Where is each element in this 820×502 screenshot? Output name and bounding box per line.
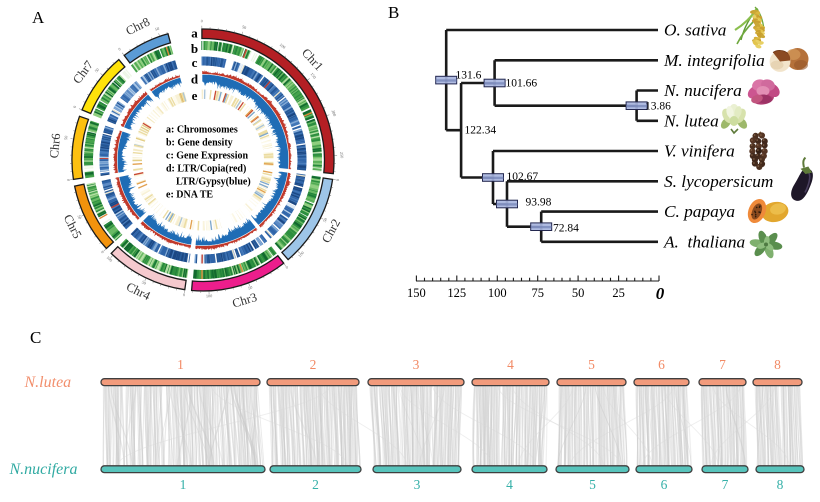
svg-text:C. papaya: C. papaya [664, 202, 735, 221]
svg-text:100: 100 [297, 250, 305, 258]
svg-text:50: 50 [241, 24, 246, 30]
svg-text:1: 1 [177, 357, 184, 372]
svg-text:A. thaliana: A. thaliana [663, 232, 745, 251]
svg-text:25: 25 [612, 286, 625, 300]
svg-text:6: 6 [658, 357, 665, 372]
svg-text:0: 0 [183, 292, 186, 297]
svg-text:2: 2 [312, 477, 319, 492]
svg-text:93.98: 93.98 [526, 197, 552, 209]
svg-text:50: 50 [94, 67, 101, 73]
svg-text:0: 0 [72, 105, 77, 109]
svg-text:122.34: 122.34 [465, 125, 497, 137]
svg-text:S. lycopersicum: S. lycopersicum [664, 172, 773, 191]
svg-text:Chr6: Chr6 [47, 133, 63, 159]
svg-text:4: 4 [507, 357, 514, 372]
svg-text:5: 5 [589, 477, 596, 492]
svg-text:72.84: 72.84 [553, 223, 579, 235]
svg-text:50: 50 [154, 26, 160, 32]
svg-text:50: 50 [63, 135, 69, 140]
svg-text:150: 150 [407, 286, 426, 300]
svg-text:d: LTR/Copia(red): d: LTR/Copia(red) [166, 164, 246, 175]
svg-text:0: 0 [656, 284, 665, 303]
svg-text:200: 200 [330, 109, 337, 117]
svg-text:8: 8 [774, 357, 781, 372]
svg-text:50: 50 [141, 279, 147, 285]
svg-text:2: 2 [310, 357, 317, 372]
svg-text:b: b [191, 41, 198, 56]
svg-text:c: c [192, 55, 198, 70]
svg-text:5: 5 [588, 357, 595, 372]
svg-text:a: Chromosomes: a: Chromosomes [166, 125, 238, 136]
svg-text:A: A [32, 8, 45, 27]
svg-text:d: d [191, 72, 199, 87]
svg-text:13.86: 13.86 [645, 101, 671, 113]
svg-text:3: 3 [414, 477, 421, 492]
svg-text:250: 250 [339, 152, 344, 158]
svg-text:M. integrifolia: M. integrifolia [663, 51, 765, 70]
svg-text:e: DNA TE: e: DNA TE [166, 190, 213, 201]
svg-text:150: 150 [309, 72, 317, 80]
svg-text:0: 0 [117, 46, 122, 51]
svg-text:6: 6 [661, 477, 668, 492]
svg-text:100: 100 [488, 286, 507, 300]
svg-text:N. nucifera: N. nucifera [663, 81, 742, 100]
svg-text:131.6: 131.6 [456, 70, 482, 82]
svg-text:0: 0 [201, 18, 203, 23]
svg-text:102.67: 102.67 [507, 171, 539, 183]
svg-text:a: a [191, 26, 198, 41]
svg-text:O. sativa: O. sativa [664, 21, 726, 40]
svg-text:75: 75 [531, 286, 544, 300]
svg-text:0: 0 [284, 265, 289, 270]
svg-text:3: 3 [413, 357, 420, 372]
svg-text:100: 100 [106, 255, 114, 263]
svg-text:C: C [30, 328, 41, 347]
svg-text:0: 0 [335, 179, 340, 182]
svg-text:125: 125 [447, 286, 466, 300]
svg-text:N.lutea: N.lutea [24, 374, 72, 391]
svg-text:4: 4 [506, 477, 513, 492]
svg-text:8: 8 [777, 477, 784, 492]
svg-text:50: 50 [572, 286, 585, 300]
svg-text:1: 1 [180, 477, 187, 492]
svg-text:100: 100 [279, 42, 287, 50]
svg-text:N. lutea: N. lutea [663, 111, 719, 130]
svg-text:7: 7 [719, 357, 726, 372]
svg-text:0: 0 [100, 249, 105, 254]
svg-text:e: e [192, 88, 198, 103]
svg-text:101.66: 101.66 [506, 78, 538, 90]
svg-text:50: 50 [247, 285, 253, 291]
svg-text:100: 100 [206, 293, 213, 298]
svg-text:0: 0 [66, 179, 71, 182]
svg-text:50: 50 [322, 217, 328, 223]
svg-text:LTR/Gypsy(blue): LTR/Gypsy(blue) [166, 177, 251, 188]
svg-text:N.nucifera: N.nucifera [9, 461, 78, 478]
svg-text:B: B [388, 3, 399, 22]
svg-text:V. vinifera: V. vinifera [664, 142, 735, 161]
svg-text:Chr3: Chr3 [231, 290, 259, 311]
svg-text:b: Gene density: b: Gene density [166, 138, 233, 149]
svg-text:7: 7 [722, 477, 729, 492]
svg-text:50: 50 [76, 214, 82, 220]
svg-text:c: Gene Expression: c: Gene Expression [166, 151, 248, 162]
